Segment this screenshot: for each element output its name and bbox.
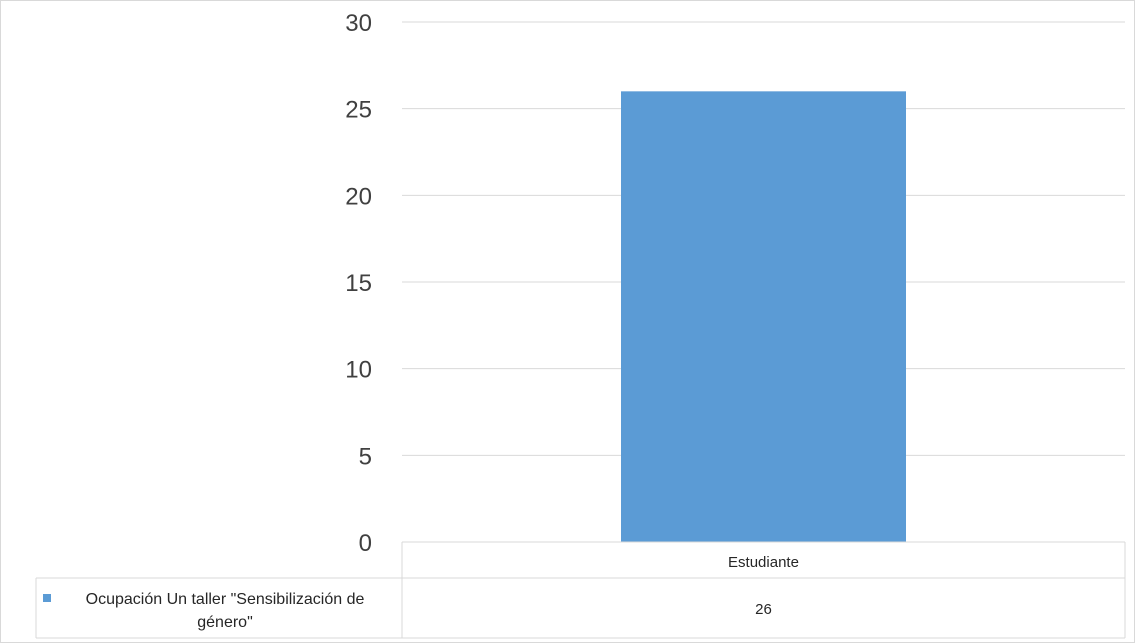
- y-tick-label: 0: [359, 530, 372, 557]
- y-tick-label: 5: [359, 443, 372, 470]
- legend-label: Ocupación Un taller "Sensibilización de g…: [86, 591, 365, 631]
- category-label: Estudiante: [728, 554, 799, 571]
- y-axis-ticks: 0 5 10 15 20 25 30: [345, 10, 372, 557]
- y-tick-label: 15: [345, 270, 372, 297]
- bars: [621, 91, 906, 542]
- y-tick-label: 20: [345, 183, 372, 210]
- y-tick-label: 25: [345, 97, 372, 124]
- data-value-label: 26: [755, 601, 772, 618]
- legend-key: [43, 594, 51, 602]
- y-tick-label: 30: [345, 10, 372, 37]
- y-tick-label: 10: [345, 357, 372, 384]
- bar: [621, 91, 906, 542]
- gridlines: [402, 21, 1125, 456]
- data-table: Estudiante 26 Ocupación Un taller "Sensibi…: [35, 541, 1126, 639]
